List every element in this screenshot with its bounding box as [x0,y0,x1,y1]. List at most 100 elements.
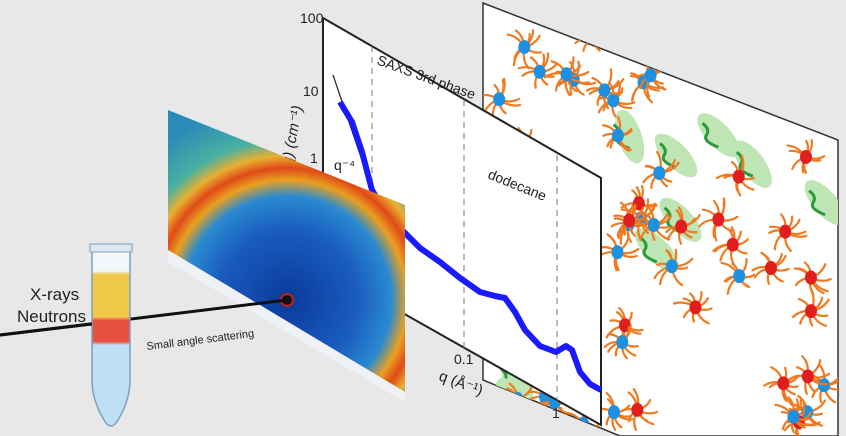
surfactant-tail [497,397,519,406]
polymer-halo [697,113,740,158]
surfactant-tail [580,3,589,22]
micelle-core [764,260,777,275]
y-tick: 10 [303,83,319,99]
surfactant-tail [622,3,628,15]
surfactant-tail [793,7,814,13]
micelle-core [675,219,688,234]
polymer-chain [701,121,719,149]
micelle-core [712,212,725,227]
surfactant-tail [579,19,586,41]
surfactant-tail [516,397,525,415]
surfactant-tail [580,3,589,22]
surfactant-tail [622,3,635,15]
micelle-core [722,59,735,74]
y-tick: 100 [300,10,324,26]
micelle-core [787,409,800,424]
surfactant-tail [657,35,671,56]
surfactant-tail [566,19,583,26]
surfactant-tail [657,35,675,44]
x-tick: 1 [552,405,560,421]
y-tick: 1 [310,150,318,166]
surfactant-tail [726,65,731,85]
micelle-core [533,64,546,79]
surfactant-tail [640,35,660,43]
micelle-core [732,169,745,184]
surfactant-tail [721,65,730,82]
micelle-core [611,245,624,260]
surfactant-tail [580,9,596,22]
micelle-core [611,128,624,143]
micelle-core [587,30,600,45]
scattering-label: Small angle scattering [146,328,255,353]
micelle-core [617,6,630,21]
micelle-core [806,4,819,19]
micelle-core [598,83,611,98]
surfactant-tail [580,422,587,436]
surfactant-tail [622,11,640,18]
polymer-halo [615,109,645,164]
micelle-core [577,416,590,431]
surfactant-tail [580,19,602,26]
micelle-core [652,29,665,44]
surfactant-tail [727,49,737,68]
micelle-core [779,224,792,239]
surfactant-tail [655,35,661,54]
micelle-core [623,213,636,228]
surfactant-tail [565,422,585,434]
surfactant-tail [655,21,661,39]
surfactant-tail [641,27,660,39]
polymer-chain [808,189,826,217]
surfactant-tail [800,9,814,25]
polymer-chain [659,142,677,169]
polymer-halo [635,228,679,272]
slope-label: q⁻⁴ [334,157,355,173]
surfactant-tail [592,22,601,39]
surfactant-tail [616,11,626,31]
surfactant-tail [622,3,637,15]
surfactant-tail [622,11,642,29]
x-tick: 0.1 [454,351,474,367]
surfactant-tail [657,25,674,39]
polymer-chain [639,236,658,264]
surfactant-tail [606,9,626,15]
surfactant-tail [709,56,730,68]
neutrons-label: Neutrons [17,307,86,326]
surfactant-tail [727,65,742,81]
micelle-core [616,335,629,350]
surfactant-tail [509,397,519,416]
surfactant-tail [811,3,825,13]
surfactant-tail [657,35,677,41]
polymer-chain [696,38,715,65]
surfactant-tail [565,18,583,25]
polymer-chain [735,150,754,178]
micelle-core [818,378,831,393]
surfactant-tail [612,3,626,15]
surfactant-tail [797,3,814,13]
micelle-core [804,304,817,319]
micelle-core [665,259,678,274]
surfactant-tail [810,9,818,30]
surfactant-tail [711,64,730,71]
surfactant-tail [592,23,602,39]
micelle-core [644,68,657,83]
polymer-halo [696,26,731,77]
surfactant-tail [811,9,829,19]
micelle-core [689,300,702,315]
surfactant-tail [569,19,583,34]
micelle-core [607,93,620,108]
detector-image [168,110,405,402]
micelle-core [575,13,588,28]
surfactant-tail [592,36,612,43]
micelle-core [518,40,531,55]
micelle-core [560,67,573,82]
surfactant-tail [710,58,730,68]
surfactant-tail [612,11,626,26]
micelle-core [653,166,666,181]
surfactant-tail [647,35,660,55]
surfactant-tail [727,55,745,68]
micelle-core [607,405,620,420]
surfactant-tail [727,63,746,69]
micelle-core [801,369,814,384]
